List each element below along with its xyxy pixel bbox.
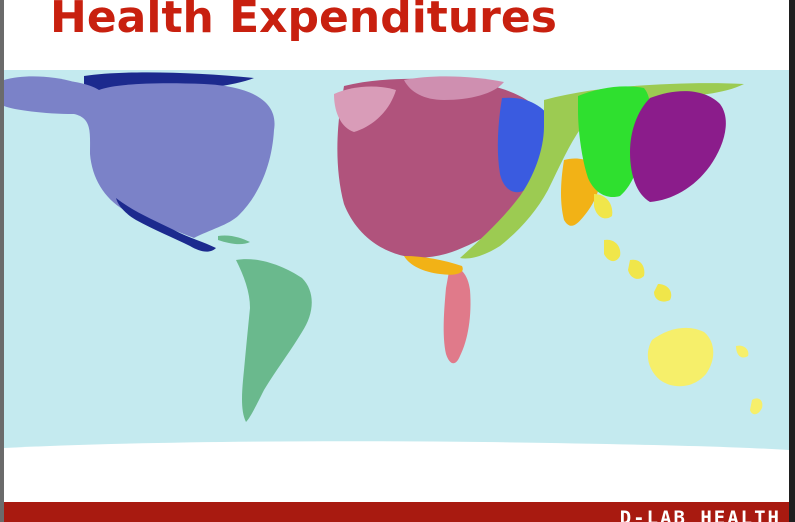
footer-bar: D-LAB HEALTH <box>4 502 789 522</box>
window-right-border <box>789 0 795 522</box>
slide-title: Health Expenditures <box>50 0 557 48</box>
footer-brand-label: D-LAB HEALTH <box>620 507 781 522</box>
world-cartogram <box>4 70 789 458</box>
